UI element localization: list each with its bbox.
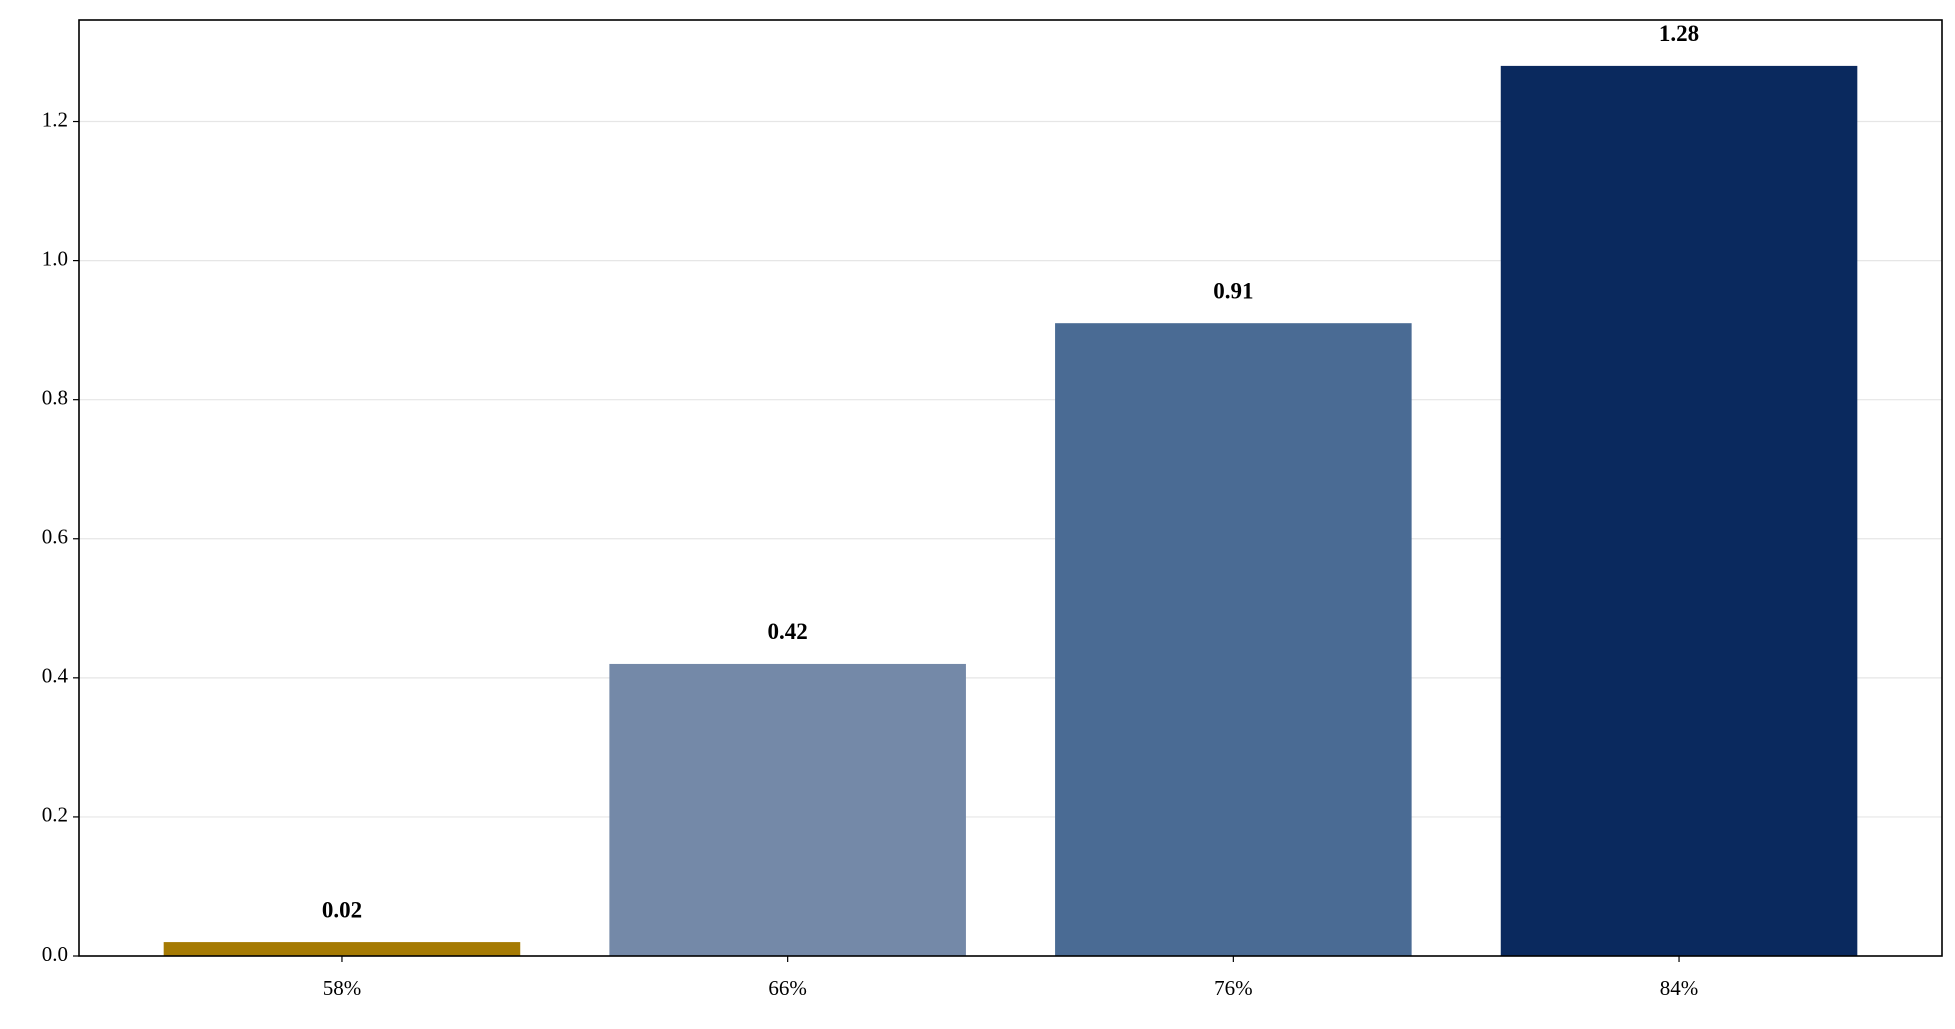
value-label: 0.02: [322, 897, 362, 922]
value-label: 1.28: [1659, 21, 1699, 46]
y-tick-label: 0.2: [42, 803, 68, 827]
x-tick-label: 84%: [1660, 976, 1699, 1000]
y-tick-label: 1.2: [42, 107, 68, 131]
x-tick-label: 76%: [1214, 976, 1253, 1000]
plot-frame: [78, 19, 1943, 957]
y-tick-label: 1.0: [42, 246, 68, 270]
x-tick-label: 66%: [768, 976, 807, 1000]
value-label: 0.91: [1213, 278, 1253, 303]
y-tick-label: 0.6: [42, 525, 68, 549]
y-tick-label: 0.8: [42, 385, 68, 409]
bar: [1500, 65, 1858, 956]
y-tick-label: 0.4: [42, 664, 69, 688]
value-label: 0.42: [768, 619, 808, 644]
bar: [609, 663, 966, 956]
bar: [1055, 323, 1412, 957]
y-tick-label: 0.0: [42, 942, 68, 966]
bar: [163, 942, 521, 956]
x-tick-label: 58%: [323, 976, 362, 1000]
